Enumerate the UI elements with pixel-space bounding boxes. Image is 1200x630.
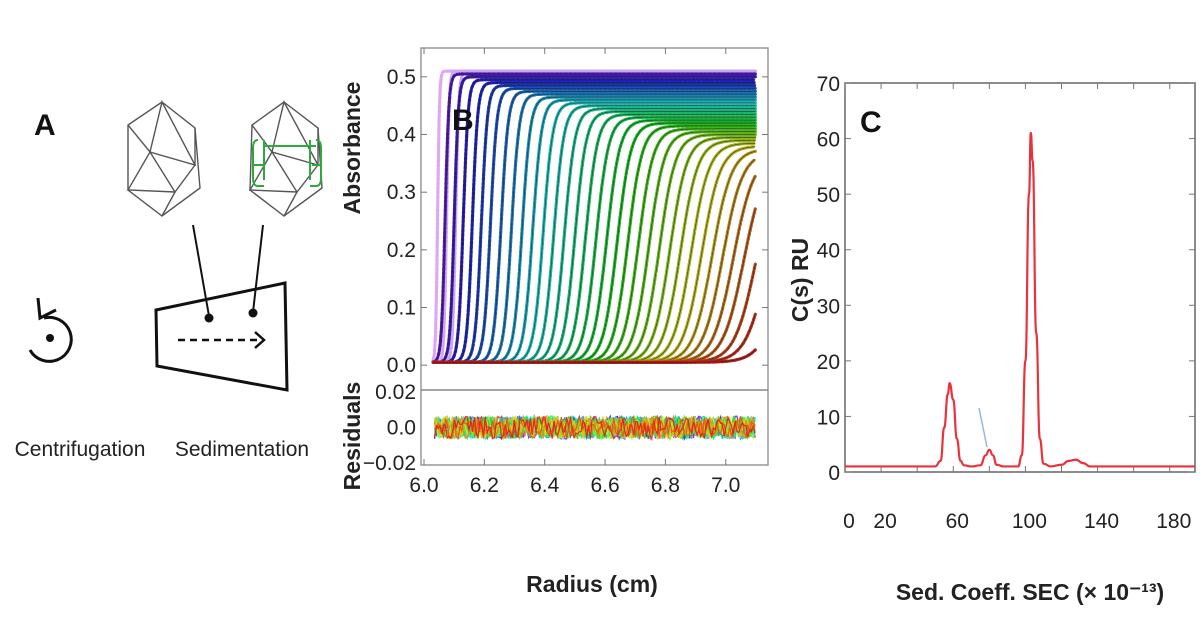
y-tick-label: 0.1 — [387, 297, 416, 320]
x-tick-label: 6.0 — [409, 474, 438, 497]
panel-c-label: C — [860, 106, 882, 139]
panel-c-ticks: 0 20 60 100 140 180 0 10 20 30 40 50 60 70 — [817, 73, 1195, 533]
caption-centrifugation: Centrifugation — [15, 438, 146, 461]
y-tick-label: 0.4 — [387, 124, 417, 147]
cs-distribution-line — [845, 131, 1195, 468]
icosahedron-capsid-empty-icon — [126, 100, 201, 217]
x-axis-label-radius: Radius (cm) — [526, 571, 658, 597]
fit-curve — [433, 79, 756, 363]
y-tick-label: 0 — [828, 462, 840, 485]
panel-b-chart: 6.0 6.2 6.4 6.6 6.8 7.0 0.0 0.1 0.2 0.3 0.4 0.5 0.02… — [339, 47, 769, 597]
x-tick-label: 6.6 — [590, 474, 619, 497]
y-tick-label: 10 — [817, 406, 840, 429]
y-tick-label: 30 — [817, 295, 840, 318]
panel-b-ticks: 6.0 6.2 6.4 6.6 6.8 7.0 0.0 0.1 0.2 0.3 0.4 0.5 0.02… — [363, 48, 768, 497]
y-tick-label: 0.3 — [387, 181, 416, 204]
residual-tick-label: 0.02 — [375, 381, 416, 404]
panel-b-label: B — [452, 104, 474, 137]
x-tick-label: 140 — [1084, 510, 1119, 533]
x-axis-label-sed-coeff: Sed. Coeff. SEC (× 10⁻¹³) — [896, 579, 1164, 605]
fit-curve — [433, 76, 756, 363]
panel-b-frame — [420, 47, 769, 466]
x-tick-label: 0 — [843, 510, 855, 533]
residual-tick-label: 0.0 — [387, 417, 416, 440]
y-tick-label: 50 — [817, 184, 840, 207]
y-tick-label: 40 — [817, 240, 840, 263]
caption-sedimentation: Sedimentation — [175, 438, 309, 461]
peak-annotation-line — [978, 407, 988, 448]
y-axis-label-cs: C(s) RU — [787, 238, 813, 322]
fit-curve — [433, 73, 756, 363]
fit-curve — [433, 82, 756, 363]
y-tick-label: 20 — [817, 351, 840, 374]
x-tick-label: 6.4 — [530, 474, 560, 497]
fit-curve — [433, 88, 756, 363]
x-tick-label: 60 — [946, 510, 969, 533]
x-tick-label: 100 — [1012, 510, 1047, 533]
residual-trace — [433, 414, 756, 440]
residual-traces — [433, 414, 756, 442]
fit-curve — [433, 85, 756, 363]
y-axis-label-residuals: Residuals — [339, 382, 365, 491]
x-tick-label: 6.8 — [651, 474, 680, 497]
y-tick-label: 0.2 — [387, 239, 416, 262]
y-tick-label: 0.5 — [387, 66, 416, 89]
panel-a: A — [15, 100, 323, 461]
sedimentation-cell-icon — [154, 224, 289, 392]
panel-a-label: A — [34, 109, 56, 142]
rotation-icon — [28, 297, 73, 363]
fit-curve — [433, 349, 756, 363]
x-tick-label: 6.2 — [470, 474, 499, 497]
y-axis-label-absorbance: Absorbance — [339, 82, 365, 215]
icosahedron-capsid-genome-icon — [248, 100, 323, 217]
y-tick-label: 70 — [817, 73, 840, 96]
x-tick-label: 180 — [1156, 510, 1191, 533]
fit-curve — [433, 90, 756, 363]
x-tick-label: 20 — [873, 510, 896, 533]
sedimentation-scans — [431, 69, 757, 364]
y-tick-label: 0.0 — [387, 354, 416, 377]
y-tick-label: 60 — [817, 129, 840, 152]
x-tick-label: 7.0 — [711, 474, 740, 497]
residual-trace — [433, 415, 756, 442]
residual-tick-label: −0.02 — [363, 452, 416, 475]
scan-curve — [431, 69, 757, 364]
panel-c-frame — [844, 82, 1196, 473]
